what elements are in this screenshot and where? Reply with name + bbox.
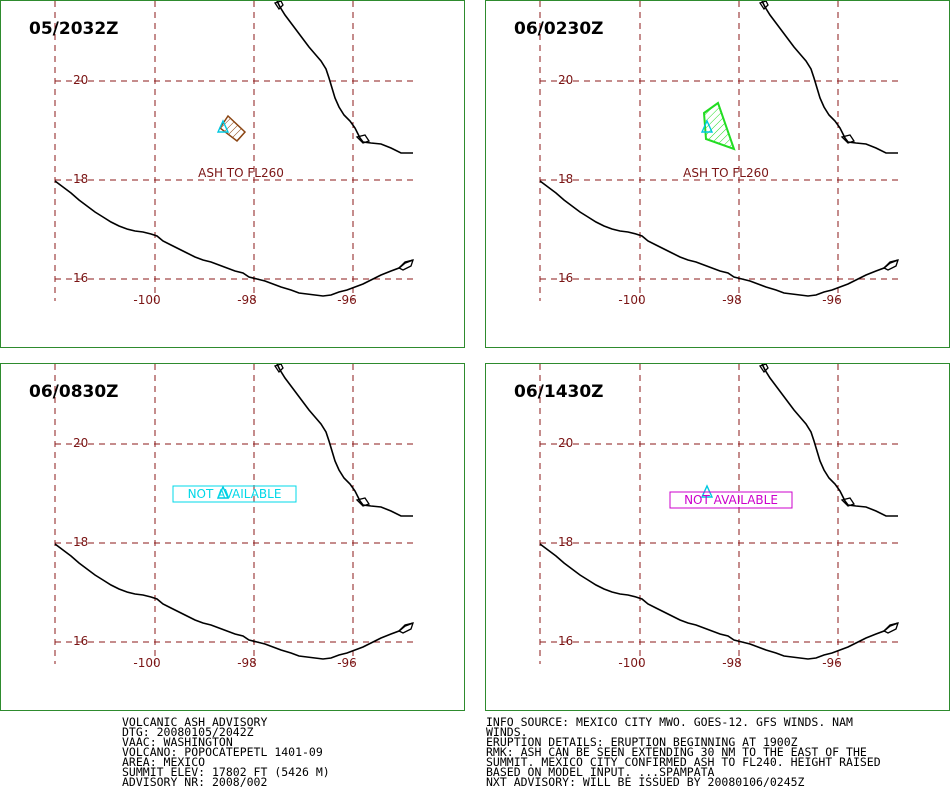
panel-time: 05/2032Z <box>29 19 119 39</box>
longitude-label: -98 <box>722 293 742 307</box>
advisory-line: INFO SOURCE: MEXICO CITY MWO. GOES-12. G… <box>486 715 853 729</box>
advisory-text-right: INFO SOURCE: MEXICO CITY MWO. GOES-12. G… <box>486 715 881 789</box>
map-svg: 20 18 16 -100 -98 -96 NOT AVAILABLE <box>54 364 414 670</box>
coast-feature <box>397 622 414 634</box>
latitude-label: 16 <box>558 634 573 648</box>
longitude-label: -96 <box>337 656 357 670</box>
coastline-pacific <box>54 543 414 660</box>
longitude-label: -100 <box>133 293 160 307</box>
advisory-line: VOLCANIC ASH ADVISORY <box>122 715 268 729</box>
longitude-label: -100 <box>618 656 645 670</box>
advisory-line: SUMMIT ELEV: 17802 FT (5426 M) <box>122 765 330 779</box>
advisory-text-left: VOLCANIC ASH ADVISORY DTG: 20080105/2042… <box>122 715 330 789</box>
map-svg: 20 18 16 -100 -98 -96 ASH TO FL260 <box>539 1 899 307</box>
latitude-label: 20 <box>558 436 573 450</box>
advisory-line: RMK: ASH CAN BE SEEN EXTENDING 30 NM TO … <box>486 745 867 759</box>
volcano-icon <box>700 119 714 133</box>
advisory-line: AREA: MEXICO <box>122 755 206 769</box>
longitude-label: -96 <box>337 293 357 307</box>
advisory-line: ERUPTION DETAILS: ERUPTION BEGINNING AT … <box>486 735 798 749</box>
ash-height-label: ASH TO FL260 <box>198 166 284 180</box>
panel-time: 06/0830Z <box>29 382 119 402</box>
latitude-label: 18 <box>558 172 573 186</box>
longitude-label: -96 <box>822 293 842 307</box>
longitude-label: -96 <box>822 656 842 670</box>
coastline-pacific <box>539 180 899 297</box>
coastline-gulf <box>761 1 898 154</box>
map-panel-2: 20 18 16 -100 -98 -96 ASH TO FL260 06/0230Z <box>485 0 950 348</box>
coast-feature <box>273 364 284 374</box>
latitude-label: 20 <box>73 73 88 87</box>
status-text: NOT AVAILABLE <box>188 487 282 501</box>
coast-feature <box>758 364 769 374</box>
volcano-icon <box>216 119 230 133</box>
longitude-label: -100 <box>618 293 645 307</box>
coast-feature <box>840 497 856 507</box>
latitude-label: 20 <box>73 436 88 450</box>
panel-time: 06/1430Z <box>514 382 604 402</box>
latitude-label: 20 <box>558 73 573 87</box>
latitude-label: 16 <box>73 634 88 648</box>
coast-feature <box>882 622 899 634</box>
longitude-label: -98 <box>237 656 257 670</box>
status-text: NOT AVAILABLE <box>684 493 778 507</box>
coastline-gulf <box>276 1 413 154</box>
coast-feature <box>840 134 856 144</box>
coast-feature <box>355 497 371 507</box>
map-panel-1: 20 18 16 -100 -98 -96 ASH TO FL260 05/2032Z <box>0 0 465 348</box>
latitude-label: 16 <box>558 271 573 285</box>
coast-feature <box>355 134 371 144</box>
advisory-line: VAAC: WASHINGTON <box>122 735 233 749</box>
advisory-line: ADVISORY NR: 2008/002 <box>122 775 268 789</box>
coast-feature <box>397 259 414 271</box>
coastline-pacific <box>539 543 899 660</box>
status-box <box>172 485 297 503</box>
map-svg: 20 18 16 -100 -98 -96 ASH TO FL260 <box>54 1 414 307</box>
longitude-label: -98 <box>237 293 257 307</box>
advisory-line: BASED ON MODEL INPUT. ...SPAMPATA <box>486 765 715 779</box>
coast-feature <box>758 1 769 11</box>
advisory-line: DTG: 20080105/2042Z <box>122 725 254 739</box>
coastline-gulf <box>276 364 413 517</box>
status-box <box>669 491 793 509</box>
coastline-gulf <box>761 364 898 517</box>
advisory-line: VOLCANO: POPOCATEPETL 1401-09 <box>122 745 323 759</box>
map-svg: 20 18 16 -100 -98 -96 NOT AVAILABLE <box>539 364 899 670</box>
latitude-label: 18 <box>73 535 88 549</box>
advisory-line: NXT ADVISORY: WILL BE ISSUED BY 20080106… <box>486 775 805 789</box>
map-panel-4: 20 18 16 -100 -98 -96 NOT AVAILABLE 06/1430Z <box>485 363 950 711</box>
latitude-label: 18 <box>73 172 88 186</box>
latitude-label: 18 <box>558 535 573 549</box>
longitude-label: -98 <box>722 656 742 670</box>
volcano-icon <box>216 485 230 499</box>
ash-height-label: ASH TO FL260 <box>683 166 769 180</box>
coast-feature <box>273 1 284 11</box>
panel-time: 06/0230Z <box>514 19 604 39</box>
ash-cloud-polygon <box>218 114 247 143</box>
advisory-line: WINDS. <box>486 725 528 739</box>
coastline-pacific <box>54 180 414 297</box>
ash-cloud-polygon <box>702 101 736 151</box>
latitude-label: 16 <box>73 271 88 285</box>
map-panel-3: 20 18 16 -100 -98 -96 NOT AVAILABLE 06/0830Z <box>0 363 465 711</box>
longitude-label: -100 <box>133 656 160 670</box>
coast-feature <box>882 259 899 271</box>
advisory-line: SUMMIT. MEXICO CITY CONFIRMED ASH TO FL2… <box>486 755 881 769</box>
